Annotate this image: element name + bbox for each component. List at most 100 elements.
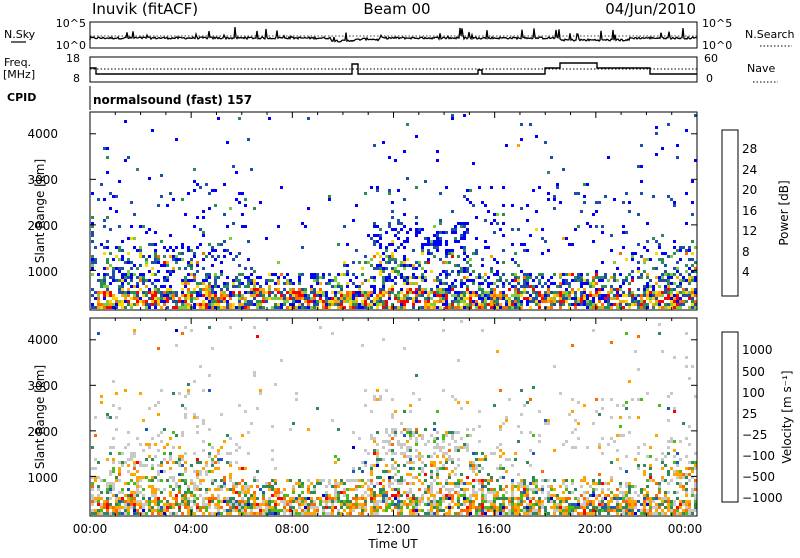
heatmap-cell <box>361 497 364 500</box>
heatmap-cell <box>253 270 256 273</box>
heatmap-cell <box>316 479 319 482</box>
heatmap-cell <box>214 303 217 306</box>
heatmap-cell <box>466 222 469 225</box>
heatmap-cell <box>421 288 424 291</box>
heatmap-cell <box>313 273 316 276</box>
heatmap-cell <box>337 491 340 494</box>
heatmap-cell <box>244 267 247 270</box>
heatmap-cell <box>202 282 205 285</box>
heatmap-cell <box>433 464 436 467</box>
heatmap-cell <box>664 506 667 509</box>
heatmap-cell <box>523 488 526 491</box>
heatmap-cell <box>508 398 511 401</box>
heatmap-cell <box>454 449 457 452</box>
heatmap-cell <box>271 500 274 503</box>
heatmap-cell <box>337 285 340 288</box>
heatmap-cell <box>424 261 427 264</box>
heatmap-cell <box>292 294 295 297</box>
heatmap-cell <box>391 500 394 503</box>
heatmap-cell <box>667 306 670 309</box>
heatmap-cell <box>598 512 601 515</box>
heatmap-cell <box>535 512 538 515</box>
heatmap-cell <box>109 276 112 279</box>
heatmap-cell <box>511 485 514 488</box>
heatmap-cell <box>379 255 382 258</box>
heatmap-cell <box>382 488 385 491</box>
heatmap-cell <box>535 509 538 512</box>
heatmap-cell <box>631 279 634 282</box>
heatmap-cell <box>103 252 106 255</box>
heatmap-cell <box>694 276 697 279</box>
heatmap-cell <box>484 246 487 249</box>
heatmap-cell <box>259 488 262 491</box>
heatmap-cell <box>490 306 493 309</box>
heatmap-cell <box>460 479 463 482</box>
heatmap-cell <box>412 306 415 309</box>
heatmap-cell <box>172 461 175 464</box>
heatmap-cell <box>241 434 244 437</box>
heatmap-cell <box>460 267 463 270</box>
heatmap-cell <box>340 294 343 297</box>
heatmap-cell <box>529 509 532 512</box>
heatmap-cell <box>661 147 664 150</box>
heatmap-cell <box>685 356 688 359</box>
heatmap-cell <box>364 297 367 300</box>
heatmap-cell <box>496 303 499 306</box>
heatmap-cell <box>553 303 556 306</box>
heatmap-cell <box>679 279 682 282</box>
heatmap-cell <box>598 306 601 309</box>
heatmap-cell <box>469 303 472 306</box>
heatmap-cell <box>286 509 289 512</box>
heatmap-cell <box>388 306 391 309</box>
heatmap-cell <box>112 276 115 279</box>
heatmap-cell <box>436 150 439 153</box>
heatmap-cell <box>526 512 529 515</box>
heatmap-cell <box>412 392 415 395</box>
heatmap-cell <box>664 455 667 458</box>
heatmap-cell <box>625 485 628 488</box>
heatmap-cell <box>124 159 127 162</box>
heatmap-cell <box>154 509 157 512</box>
heatmap-cell <box>106 171 109 174</box>
heatmap-cell <box>379 491 382 494</box>
heatmap-cell <box>664 285 667 288</box>
heatmap-cell <box>121 491 124 494</box>
heatmap-cell <box>547 279 550 282</box>
heatmap-cell <box>385 389 388 392</box>
heatmap-cell <box>232 500 235 503</box>
heatmap-cell <box>187 500 190 503</box>
heatmap-cell <box>553 365 556 368</box>
heatmap-cell <box>559 306 562 309</box>
heatmap-cell <box>250 485 253 488</box>
heatmap-cell <box>241 294 244 297</box>
heatmap-cell <box>427 258 430 261</box>
heatmap-cell <box>418 276 421 279</box>
heatmap-cell <box>190 291 193 294</box>
heatmap-cell <box>379 243 382 246</box>
heatmap-cell <box>661 279 664 282</box>
heatmap-cell <box>616 267 619 270</box>
heatmap-cell <box>391 243 394 246</box>
heatmap-cell <box>100 512 103 515</box>
heatmap-cell <box>136 276 139 279</box>
heatmap-cell <box>91 294 94 297</box>
heatmap-cell <box>643 443 646 446</box>
heatmap-cell <box>118 491 121 494</box>
heatmap-cell <box>334 497 337 500</box>
heatmap-cell <box>667 294 670 297</box>
heatmap-cell <box>310 288 313 291</box>
heatmap-cell <box>394 479 397 482</box>
heatmap-cell <box>373 300 376 303</box>
heatmap-cell <box>130 291 133 294</box>
heatmap-cell <box>496 512 499 515</box>
heatmap-cell <box>433 461 436 464</box>
heatmap-cell <box>430 473 433 476</box>
heatmap-cell <box>112 267 115 270</box>
heatmap-cell <box>148 270 151 273</box>
heatmap-cell <box>631 485 634 488</box>
heatmap-cell <box>151 464 154 467</box>
heatmap-cell <box>370 437 373 440</box>
heatmap-cell <box>487 509 490 512</box>
heatmap-cell <box>91 482 94 485</box>
heatmap-cell <box>610 303 613 306</box>
